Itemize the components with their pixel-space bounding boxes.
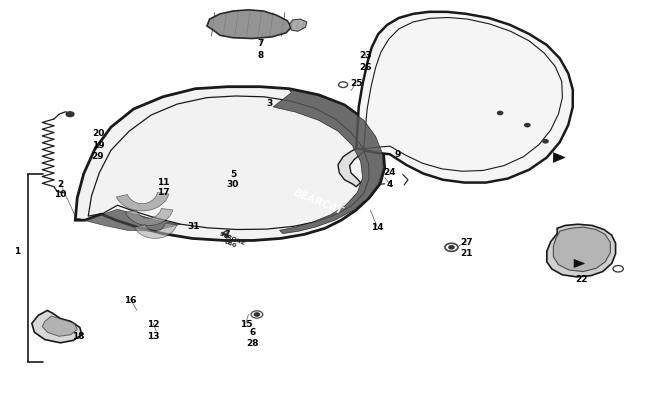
Text: 30: 30 (227, 180, 239, 189)
Polygon shape (553, 153, 565, 163)
Text: 8: 8 (257, 51, 263, 60)
Text: 12: 12 (147, 319, 159, 328)
Text: 1: 1 (14, 247, 20, 256)
Text: 5: 5 (229, 170, 236, 179)
Polygon shape (273, 90, 384, 234)
Text: 6: 6 (249, 327, 255, 336)
Text: 3: 3 (266, 99, 273, 108)
Polygon shape (547, 225, 616, 277)
Text: 25: 25 (350, 79, 363, 88)
Text: 2: 2 (57, 180, 64, 189)
Circle shape (497, 112, 502, 115)
Text: 24: 24 (384, 168, 396, 177)
Text: 4: 4 (218, 226, 231, 242)
Text: 7: 7 (257, 38, 263, 47)
Text: 11: 11 (157, 178, 169, 187)
Polygon shape (75, 87, 385, 241)
Polygon shape (289, 20, 307, 32)
Text: 29: 29 (92, 151, 104, 160)
Text: 17: 17 (157, 188, 169, 197)
Polygon shape (77, 210, 181, 232)
Text: 27: 27 (460, 238, 473, 247)
Polygon shape (338, 149, 365, 187)
Polygon shape (553, 228, 610, 272)
Text: 13: 13 (147, 331, 159, 340)
Circle shape (254, 313, 259, 316)
Polygon shape (32, 311, 82, 343)
Polygon shape (207, 11, 291, 39)
Polygon shape (42, 316, 77, 337)
Text: 14: 14 (370, 222, 383, 231)
Polygon shape (125, 209, 173, 226)
Text: 10: 10 (54, 190, 66, 199)
Text: STROKE
660: STROKE 660 (216, 230, 246, 251)
Text: 23: 23 (359, 51, 371, 60)
Text: BEARCAT: BEARCAT (292, 187, 345, 216)
Text: 31: 31 (188, 222, 200, 230)
Text: 15: 15 (240, 319, 252, 328)
Text: 26: 26 (359, 63, 371, 72)
Text: 4: 4 (387, 180, 393, 189)
Circle shape (66, 113, 74, 117)
Text: 28: 28 (246, 339, 259, 347)
Text: 18: 18 (72, 331, 84, 340)
Text: 21: 21 (460, 248, 473, 258)
Circle shape (449, 246, 454, 249)
Text: 16: 16 (124, 295, 136, 304)
Polygon shape (135, 224, 177, 239)
Text: 9: 9 (395, 149, 401, 158)
Circle shape (543, 141, 548, 143)
Text: 19: 19 (92, 141, 104, 150)
Polygon shape (356, 13, 573, 183)
Circle shape (525, 124, 530, 128)
Polygon shape (574, 260, 584, 268)
Text: 20: 20 (92, 129, 104, 138)
Polygon shape (116, 193, 169, 211)
Text: 22: 22 (575, 274, 588, 283)
